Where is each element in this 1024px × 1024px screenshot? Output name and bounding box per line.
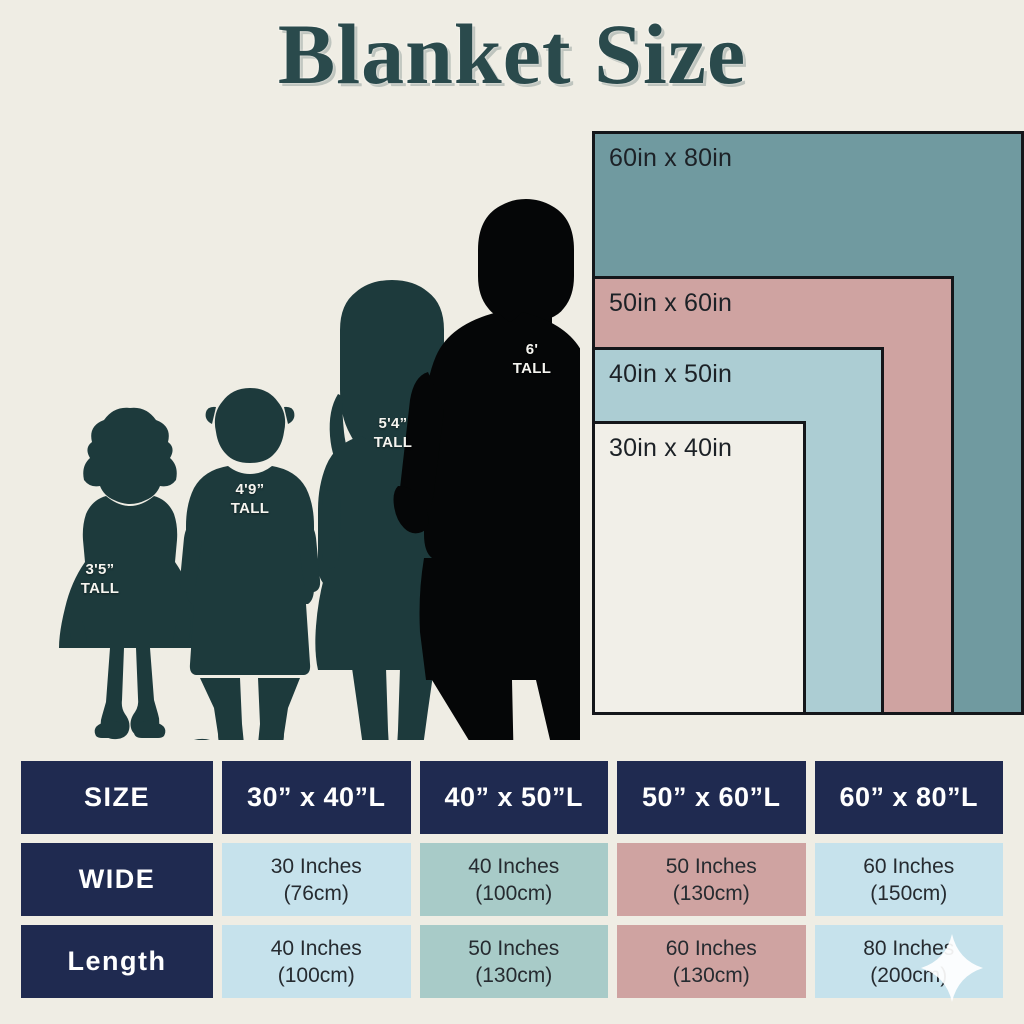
table-row-size: SIZE 30” x 40”L 40” x 50”L 50” x 60”L 60… [21, 761, 1003, 834]
row-label-length: Length [21, 925, 213, 998]
row-label-wide: WIDE [21, 843, 213, 916]
girl-silhouette [59, 407, 201, 740]
wide-60x80: 60 Inches (150cm) [814, 843, 1003, 916]
blanket-label-40x50: 40in x 50in [609, 360, 733, 388]
length-40x50: 50 Inches (130cm) [419, 925, 608, 998]
man-height-label: 6' TALL [512, 341, 552, 377]
length-50x60: 60 Inches (130cm) [617, 925, 806, 998]
blanket-label-30x40: 30in x 40in [609, 434, 733, 462]
boy-silhouette [179, 388, 321, 740]
header-30x40[interactable]: 30” x 40”L [222, 761, 411, 834]
man-silhouette [393, 199, 580, 740]
header-60x80[interactable]: 60” x 80”L [814, 761, 1003, 834]
length-30x40: 40 Inches (100cm) [222, 925, 411, 998]
page-title: Blanket Size [277, 5, 747, 103]
blanket-rect-30x40[interactable]: 30in x 40in [592, 421, 806, 715]
silhouettes-svg [59, 199, 580, 740]
woman-height-label: 5'4” TALL [373, 415, 413, 451]
size-comparison-table: SIZE 30” x 40”L 40” x 50”L 50” x 60”L 60… [21, 761, 1003, 1007]
wide-40x50: 40 Inches (100cm) [419, 843, 608, 916]
blanket-label-50x60: 50in x 60in [609, 289, 733, 317]
boy-height-label: 4'9” TALL [230, 481, 270, 517]
table-row-wide: WIDE 30 Inches (76cm) 40 Inches (100cm) … [21, 843, 1003, 916]
header-50x60[interactable]: 50” x 60”L [617, 761, 806, 834]
wide-30x40: 30 Inches (76cm) [222, 843, 411, 916]
girl-height-label: 3'5” TALL [80, 561, 120, 597]
blanket-label-60x80: 60in x 80in [609, 144, 733, 172]
table-row-length: Length 40 Inches (100cm) 50 Inches (130c… [21, 925, 1003, 1002]
row-label-size: SIZE [21, 761, 213, 834]
header-40x50[interactable]: 40” x 50”L [419, 761, 608, 834]
blanket-size-diagram: 60in x 80in 50in x 60in 40in x 50in 30in… [588, 125, 1024, 720]
people-height-comparison: 3'5” TALL 4'9” TALL 5'4” TALL 6' TALL [0, 180, 580, 740]
wide-50x60: 50 Inches (130cm) [617, 843, 806, 916]
length-60x80: 80 Inches (200cm) [814, 925, 1003, 1002]
sparkle-star-icon [921, 934, 983, 1002]
